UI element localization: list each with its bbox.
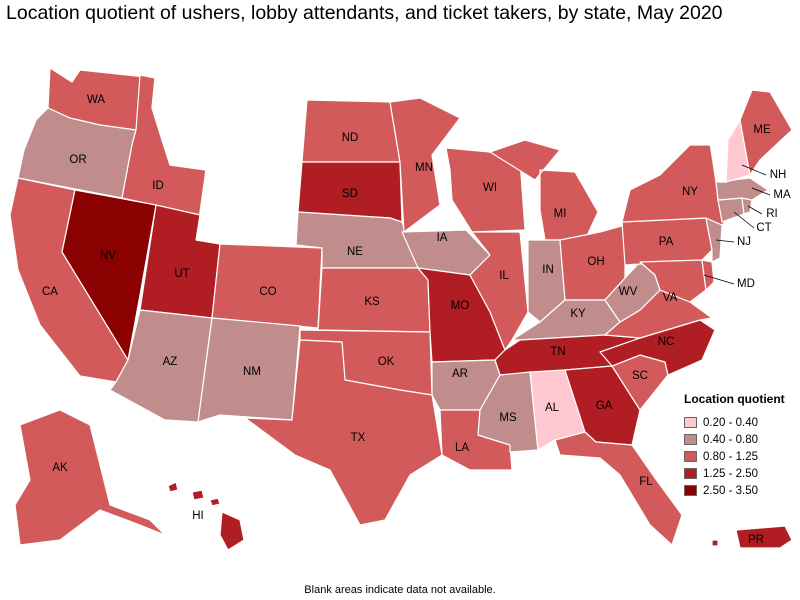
state-label-RI: RI (766, 208, 778, 220)
state-MT[interactable] (151, 77, 308, 171)
state-label-HI: HI (192, 510, 204, 522)
state-label-VA: VA (663, 292, 678, 304)
state-label-IA: IA (437, 232, 448, 244)
state-DE[interactable] (701, 259, 715, 291)
state-label-PR: PR (748, 534, 764, 546)
state-HI[interactable] (167, 481, 245, 551)
state-label-AL: AL (545, 402, 560, 414)
legend-item: 2.50 - 3.50 (684, 482, 794, 499)
state-PR[interactable] (711, 525, 793, 549)
legend-label: 0.40 - 0.80 (703, 433, 758, 446)
leader-CT (733, 211, 755, 229)
state-label-NH: NH (770, 169, 787, 181)
legend: Location quotient 0.20 - 0.40 0.40 - 0.8… (684, 392, 794, 499)
state-label-PA: PA (659, 236, 674, 248)
state-label-MN: MN (415, 162, 433, 174)
footnote: Blank areas indicate data not available. (304, 584, 496, 596)
state-MA[interactable] (715, 177, 769, 201)
leader-MA (751, 187, 771, 196)
state-label-GA: GA (596, 400, 613, 412)
state-label-LA: LA (455, 442, 469, 454)
legend-label: 1.25 - 2.50 (703, 467, 758, 480)
state-label-WA: WA (87, 94, 105, 106)
state-label-WI: WI (483, 182, 497, 194)
legend-swatch (684, 485, 697, 496)
state-label-NY: NY (682, 186, 698, 198)
state-label-SC: SC (632, 370, 648, 382)
state-NV[interactable] (61, 189, 157, 361)
legend-swatch (684, 417, 697, 428)
leader-MD (703, 274, 735, 285)
legend-swatch (684, 468, 697, 479)
state-label-SD: SD (342, 188, 358, 200)
state-label-NC: NC (658, 336, 675, 348)
state-label-KS: KS (364, 296, 380, 308)
state-label-MD: MD (737, 278, 755, 290)
state-label-OK: OK (378, 356, 395, 368)
state-TX[interactable] (244, 339, 443, 526)
state-label-ND: ND (342, 132, 359, 144)
state-label-AZ: AZ (163, 356, 178, 368)
state-AK[interactable] (14, 409, 166, 546)
state-label-IL: IL (499, 270, 509, 282)
legend-item: 0.20 - 0.40 (684, 414, 794, 431)
state-label-OH: OH (587, 256, 604, 268)
state-label-OR: OR (69, 154, 86, 166)
legend-item: 1.25 - 2.50 (684, 465, 794, 482)
state-label-TX: TX (351, 432, 366, 444)
state-label-NE: NE (347, 246, 363, 258)
leader-RI (747, 205, 763, 215)
state-label-AR: AR (452, 368, 468, 380)
state-FL[interactable] (554, 431, 683, 546)
state-label-AK: AK (52, 462, 68, 474)
legend-label: 2.50 - 3.50 (703, 484, 758, 497)
state-label-ME: ME (753, 124, 771, 136)
callout-leader-lines (703, 164, 771, 285)
state-NY[interactable] (621, 144, 726, 226)
state-label-MO: MO (451, 300, 470, 312)
legend-item: 0.80 - 1.25 (684, 448, 794, 465)
state-NM[interactable] (197, 317, 301, 423)
state-CT[interactable] (717, 197, 745, 223)
state-label-KY: KY (570, 308, 586, 320)
state-label-MS: MS (499, 412, 517, 424)
state-label-ID: ID (152, 180, 164, 192)
legend-label: 0.20 - 0.40 (703, 416, 758, 429)
state-MN[interactable] (389, 97, 461, 233)
leader-NJ (715, 239, 735, 243)
state-RI[interactable] (741, 197, 753, 215)
leader-NH (741, 164, 767, 176)
legend-swatch (684, 434, 697, 445)
state-label-IN: IN (542, 264, 554, 276)
state-label-NJ: NJ (737, 236, 751, 248)
state-label-NV: NV (100, 250, 116, 262)
state-label-CT: CT (756, 222, 771, 234)
state-ND[interactable] (301, 99, 401, 163)
state-label-MI: MI (554, 208, 567, 220)
state-label-UT: UT (174, 268, 189, 280)
state-label-MA: MA (773, 189, 791, 201)
map-title: Location quotient of ushers, lobby atten… (6, 2, 723, 24)
state-label-TN: TN (550, 346, 565, 358)
legend-swatch (684, 451, 697, 462)
state-label-CA: CA (42, 286, 58, 298)
state-label-FL: FL (639, 476, 653, 488)
state-label-CO: CO (259, 286, 276, 298)
legend-title: Location quotient (684, 392, 785, 406)
state-label-NM: NM (243, 366, 261, 378)
state-WY[interactable] (195, 164, 303, 246)
state-ME[interactable] (739, 89, 793, 176)
legend-item: 0.40 - 0.80 (684, 431, 794, 448)
state-label-WV: WV (619, 286, 638, 298)
legend-label: 0.80 - 1.25 (703, 450, 758, 463)
